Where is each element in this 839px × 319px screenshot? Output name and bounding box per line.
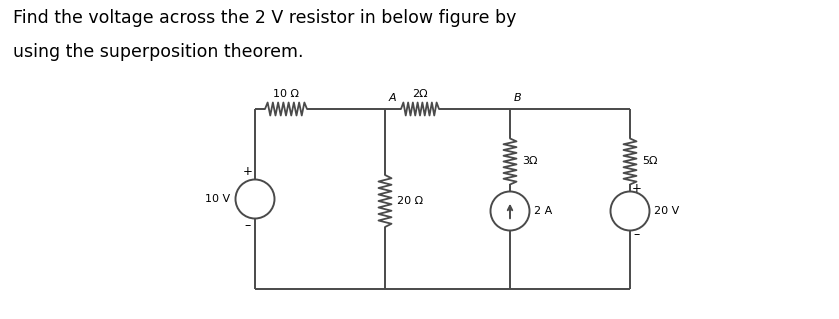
Text: Find the voltage across the 2 V resistor in below figure by: Find the voltage across the 2 V resistor… — [13, 9, 516, 27]
Text: 2Ω: 2Ω — [412, 89, 428, 99]
Text: 5Ω: 5Ω — [642, 157, 658, 167]
Text: 3Ω: 3Ω — [522, 157, 538, 167]
Text: 10 Ω: 10 Ω — [273, 89, 299, 99]
Text: +: + — [632, 182, 642, 196]
Text: 2 A: 2 A — [534, 206, 552, 216]
Text: using the superposition theorem.: using the superposition theorem. — [13, 43, 304, 61]
Text: –: – — [245, 219, 251, 233]
Text: +: + — [243, 166, 253, 179]
Text: 10 V: 10 V — [205, 194, 230, 204]
Text: A: A — [389, 93, 397, 103]
Text: 20 Ω: 20 Ω — [397, 196, 423, 206]
Text: 20 V: 20 V — [654, 206, 680, 216]
Text: –: – — [634, 228, 640, 241]
Text: B: B — [514, 93, 522, 103]
